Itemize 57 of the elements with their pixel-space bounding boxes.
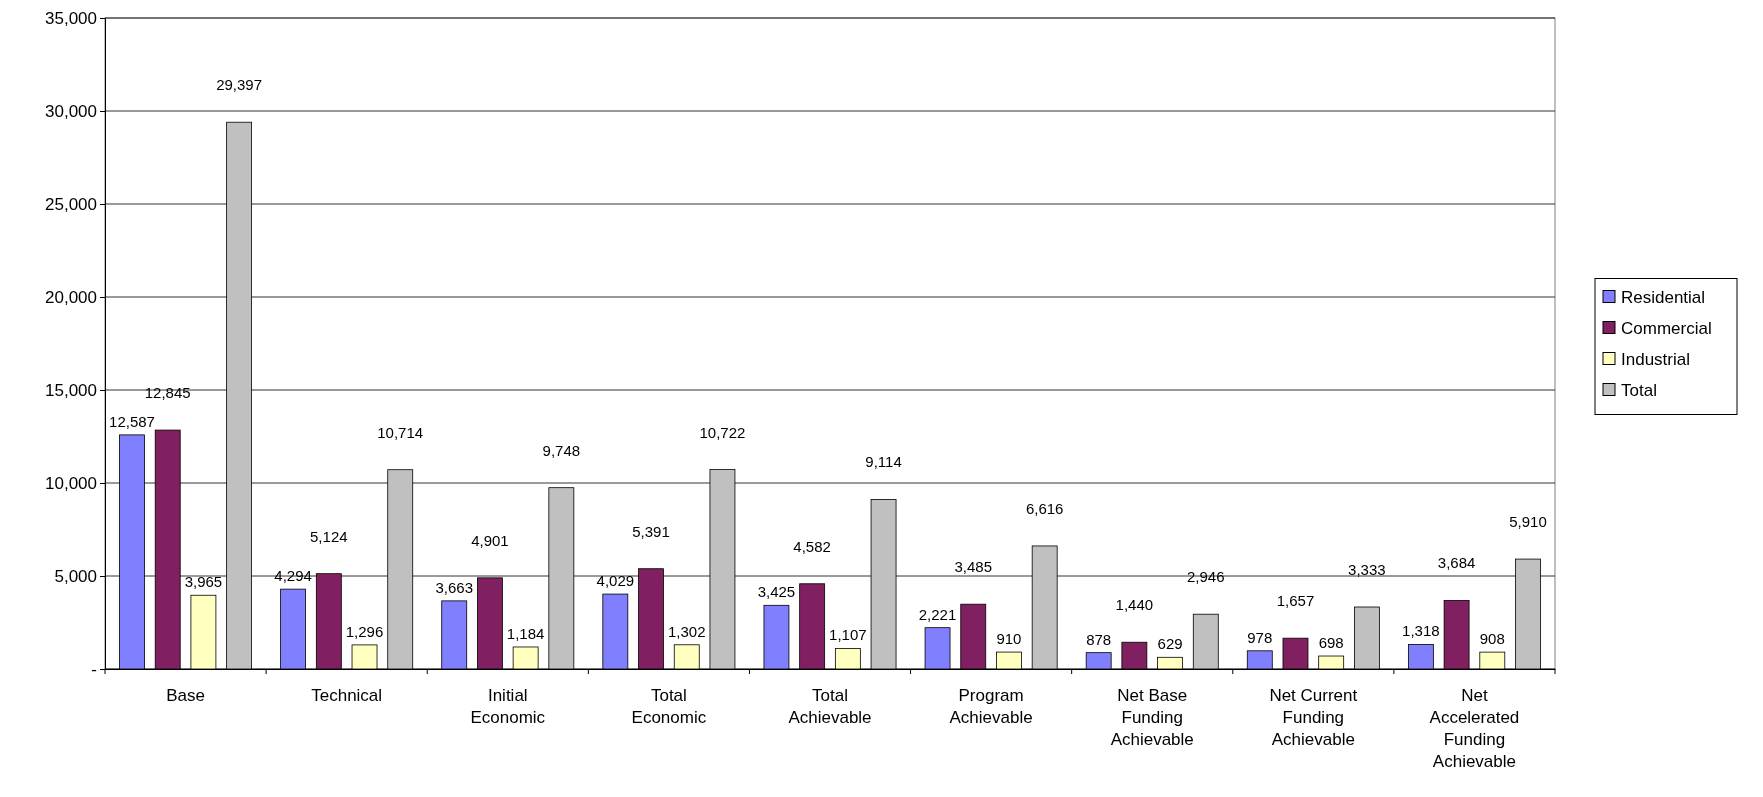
data-label: 10,722 — [699, 423, 746, 441]
data-label: 698 — [1318, 634, 1344, 652]
x-tick-label: Technical — [311, 686, 383, 705]
data-label: 9,114 — [865, 453, 902, 471]
x-tick-label: Total Economic — [631, 686, 707, 727]
data-label: 1,302 — [667, 622, 706, 640]
data-label: 6,616 — [1025, 499, 1064, 517]
data-label: 3,663 — [435, 578, 473, 596]
data-label: 5,910 — [1509, 513, 1547, 531]
data-label: 978 — [1247, 628, 1273, 646]
data-label: 878 — [1086, 630, 1112, 648]
x-tick-label: Program Achievable — [949, 686, 1033, 727]
data-label: 3,965 — [184, 573, 223, 591]
x-tick-label: Total Achievable — [788, 686, 872, 727]
data-label: 4,294 — [274, 567, 312, 585]
data-label: 5,124 — [310, 527, 348, 545]
y-tick-label: 20,000 — [45, 287, 97, 307]
y-tick-label: 10,000 — [45, 473, 97, 493]
data-label: 12,587 — [109, 412, 155, 430]
data-label: 10,714 — [377, 423, 424, 441]
x-tick-label: Net Accelerated Funding Achievable — [1429, 686, 1520, 771]
y-tick-label: 35,000 — [45, 8, 97, 28]
legend-label: Industrial — [1621, 349, 1690, 369]
legend-label: Commercial — [1621, 318, 1712, 338]
data-label: 9,748 — [542, 441, 581, 459]
y-tick-label: - — [91, 659, 97, 679]
data-label: 1,440 — [1115, 596, 1154, 614]
data-label: 5,391 — [632, 522, 670, 540]
data-label: 3,425 — [757, 583, 796, 601]
y-tick-label: 15,000 — [45, 380, 97, 400]
data-label: 3,485 — [954, 558, 993, 576]
data-label: 4,582 — [793, 537, 831, 555]
data-label: 2,946 — [1187, 568, 1225, 586]
data-label: 12,845 — [144, 384, 191, 402]
y-tick-label: 5,000 — [54, 566, 97, 586]
data-label: 629 — [1157, 635, 1183, 653]
data-label: 1,296 — [345, 622, 384, 640]
data-label: 2,221 — [918, 605, 957, 623]
y-tick-label: 30,000 — [45, 101, 97, 121]
data-label: 1,657 — [1276, 592, 1315, 610]
x-tick-label: Initial Economic — [470, 686, 546, 727]
data-label: 3,684 — [1437, 554, 1476, 572]
data-label: 1,318 — [1402, 622, 1440, 640]
data-label: 29,397 — [216, 76, 263, 94]
data-label: 910 — [996, 630, 1022, 648]
data-label: 4,901 — [471, 531, 509, 549]
data-label: 1,107 — [829, 626, 867, 644]
x-tick-label: Net Current Funding Achievable — [1269, 686, 1358, 749]
data-label: 4,029 — [596, 572, 635, 590]
data-label: 3,333 — [1348, 561, 1386, 579]
x-tick-label: Base — [166, 686, 205, 705]
data-label: 908 — [1479, 630, 1505, 648]
data-label: 1,184 — [506, 624, 545, 642]
legend-label: Residential — [1621, 287, 1706, 307]
legend-label: Total — [1621, 380, 1657, 400]
x-tick-label: Net Base Funding Achievable — [1110, 686, 1194, 749]
y-tick-label: 25,000 — [45, 194, 97, 214]
